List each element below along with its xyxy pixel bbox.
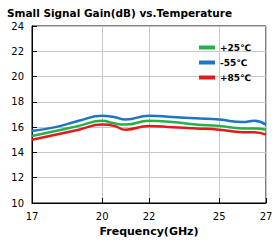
svg-text:16: 16 [11,122,24,133]
svg-text:10: 10 [11,198,24,209]
svg-text:14: 14 [11,147,24,158]
svg-text:+85℃: +85℃ [220,73,251,83]
svg-text:-55℃: -55℃ [220,58,247,68]
svg-text:25: 25 [213,211,226,222]
svg-text:22: 22 [143,211,156,222]
svg-text:27: 27 [260,211,273,222]
svg-text:22: 22 [11,46,24,57]
svg-text:Frequency(GHz): Frequency(GHz) [99,225,198,238]
svg-text:12: 12 [11,172,24,183]
svg-text:20: 20 [96,211,109,222]
svg-text:17: 17 [26,211,39,222]
svg-text:18: 18 [11,96,24,107]
svg-text:20: 20 [11,71,24,82]
svg-text:Small Signal Gain(dB) vs.Tempe: Small Signal Gain(dB) vs.Temperature [7,7,232,19]
svg-text:24: 24 [11,21,24,32]
svg-text:+25℃: +25℃ [220,43,251,53]
